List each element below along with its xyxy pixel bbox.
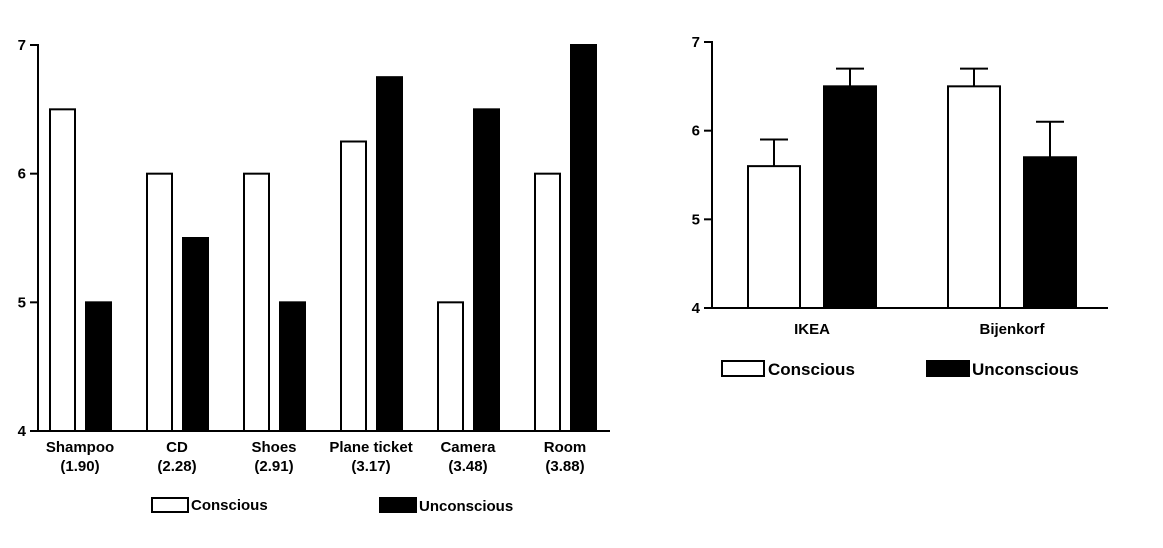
category-label: Camera: [440, 439, 496, 456]
bar-unconscious-cd: [182, 237, 209, 432]
legend-swatch-unconscious: [926, 360, 970, 377]
legend-swatch-conscious: [721, 360, 765, 377]
bar-unconscious-ikea: [823, 85, 877, 310]
category-label: Shoes: [251, 439, 296, 456]
bar-conscious-room: [534, 172, 561, 433]
legend: Conscious Unconscious: [151, 497, 513, 515]
y-tick-label: 6: [18, 166, 26, 183]
y-tick-label: 5: [692, 211, 700, 228]
legend: Conscious Unconscious: [721, 360, 1079, 379]
y-tick-label: 4: [692, 300, 701, 317]
legend-label-unconscious: Unconscious: [419, 498, 513, 515]
bar-conscious-shoes: [243, 172, 270, 433]
y-tick-label: 6: [692, 123, 700, 140]
store-chart: 4 5 6 7 IKEA Bijenkorf Conscious Unconscious: [692, 34, 1108, 379]
category-label: Plane ticket: [329, 439, 412, 456]
bar-unconscious-shampoo: [85, 301, 112, 433]
category-sublabel: (3.17): [351, 458, 390, 475]
bar-conscious-shampoo: [49, 108, 76, 432]
bar-unconscious-camera: [473, 108, 500, 432]
category-label: Bijenkorf: [979, 321, 1045, 338]
product-chart: 4 5 6 7 Shampoo (1.90) CD (2.28) Shoes (2.91) Pla…: [18, 37, 610, 515]
category-sublabel: (2.91): [254, 458, 293, 475]
bar-unconscious-plane-ticket: [376, 76, 403, 433]
bar-conscious-cd: [146, 172, 173, 433]
category-label: Room: [544, 439, 587, 456]
legend-label-conscious: Conscious: [191, 497, 268, 514]
category-sublabel: (3.88): [545, 458, 584, 475]
legend-swatch-conscious: [151, 497, 189, 513]
bar-conscious-ikea: [747, 165, 801, 309]
bar-unconscious-shoes: [279, 301, 306, 433]
category-sublabel: (3.48): [448, 458, 487, 475]
bar-conscious-bijenkorf: [947, 85, 1001, 310]
category-label: Shampoo: [46, 439, 114, 456]
legend-swatch-unconscious: [379, 497, 417, 513]
y-tick-label: 4: [18, 423, 27, 440]
bar-unconscious-bijenkorf: [1023, 156, 1077, 309]
category-label: IKEA: [794, 321, 830, 338]
bar-conscious-plane-ticket: [340, 140, 367, 432]
bar-conscious-camera: [437, 301, 464, 433]
bar-unconscious-room: [570, 44, 597, 432]
category-sublabel: (1.90): [60, 458, 99, 475]
legend-label-conscious: Conscious: [768, 360, 855, 379]
legend-label-unconscious: Unconscious: [972, 360, 1079, 379]
y-tick-label: 7: [692, 34, 700, 51]
y-tick-label: 5: [18, 294, 26, 311]
category-sublabel: (2.28): [157, 458, 196, 475]
y-tick-label: 7: [18, 37, 26, 54]
category-label: CD: [166, 439, 188, 456]
